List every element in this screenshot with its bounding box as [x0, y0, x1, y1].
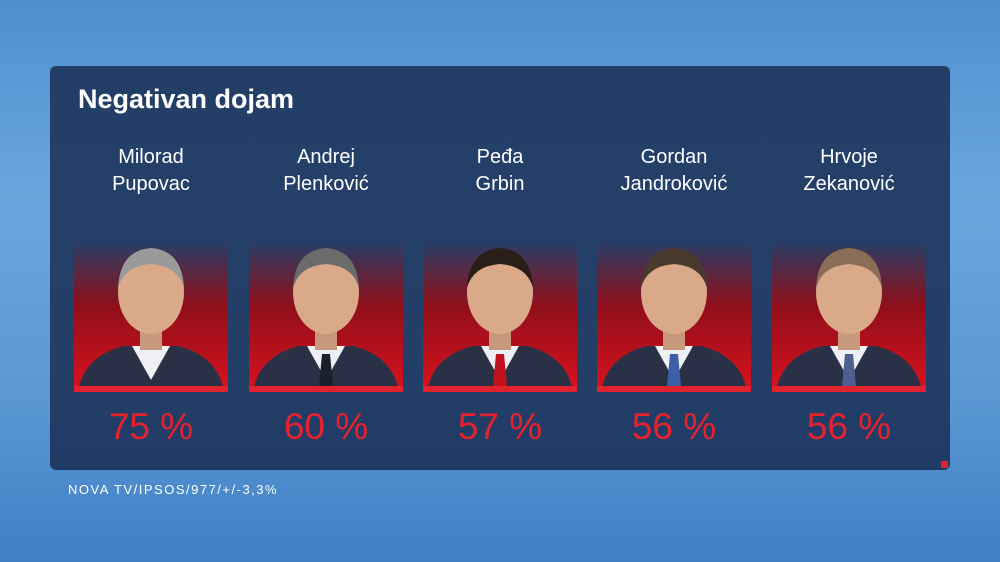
- percent: 75 %: [108, 406, 194, 447]
- last-name: Zekanović: [803, 173, 895, 195]
- source: NOVA TV/IPSOS/977/+/-3,3%: [68, 482, 279, 497]
- photo: [597, 240, 751, 392]
- portrait: [428, 248, 572, 386]
- candidate-name: Peđa Grbin: [423, 144, 577, 198]
- candidate-card: Peđa Grbin 57 %: [423, 144, 577, 448]
- photo: [249, 240, 403, 392]
- first-name: Milorad: [118, 146, 184, 168]
- panel: Negativan dojam Milorad Pupovac 75 % Andrej…: [50, 66, 950, 470]
- candidate-name: Hrvoje Zekanović: [772, 144, 926, 198]
- portrait: [254, 248, 398, 386]
- candidate-card: Hrvoje Zekanović 56 %: [772, 144, 926, 448]
- candidate-name: Andrej Plenković: [249, 144, 403, 198]
- first-name: Peđa: [476, 146, 524, 168]
- candidate-name: Gordan Jandroković: [597, 144, 751, 198]
- first-name: Andrej: [297, 146, 355, 168]
- last-name: Grbin: [475, 173, 525, 195]
- percent: 56 %: [631, 406, 717, 447]
- first-name: Gordan: [640, 146, 708, 168]
- photo: [772, 240, 926, 392]
- candidate-name: Milorad Pupovac: [74, 144, 228, 198]
- photo: [74, 240, 228, 392]
- percent: 57 %: [457, 406, 543, 447]
- portrait: [777, 248, 921, 386]
- percent: 56 %: [806, 406, 892, 447]
- portrait: [602, 248, 746, 386]
- portrait: [79, 248, 223, 386]
- last-name: Plenković: [283, 173, 369, 195]
- last-name: Jandroković: [620, 173, 728, 195]
- candidate-card: Milorad Pupovac 75 %: [74, 144, 228, 448]
- last-name: Pupovac: [112, 173, 190, 195]
- corner-accent: [941, 461, 948, 468]
- percent: 60 %: [283, 406, 369, 447]
- candidate-card: Andrej Plenković 60 %: [249, 144, 403, 448]
- candidate-card: Gordan Jandroković 56 %: [597, 144, 751, 448]
- title: Negativan dojam: [78, 84, 295, 114]
- photo: [423, 240, 577, 392]
- first-name: Hrvoje: [820, 146, 878, 168]
